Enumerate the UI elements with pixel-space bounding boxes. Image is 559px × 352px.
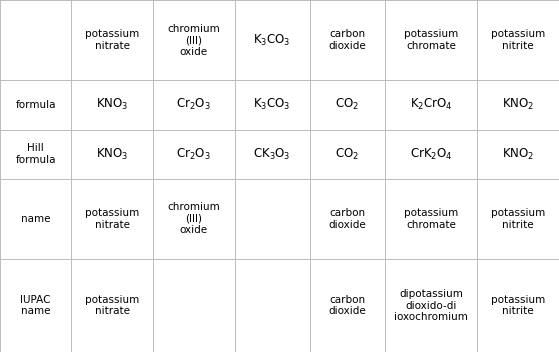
Text: IUPAC
name: IUPAC name bbox=[20, 295, 51, 316]
Text: potassium
chromate: potassium chromate bbox=[404, 208, 458, 230]
Text: Hill
formula: Hill formula bbox=[15, 143, 56, 165]
Text: carbon
dioxide: carbon dioxide bbox=[329, 295, 366, 316]
Text: potassium
nitrite: potassium nitrite bbox=[491, 208, 545, 230]
Text: name: name bbox=[21, 214, 50, 224]
Text: $\mathregular{K_3CO_3}$: $\mathregular{K_3CO_3}$ bbox=[253, 33, 291, 48]
Text: $\mathregular{KNO_3}$: $\mathregular{KNO_3}$ bbox=[96, 146, 128, 162]
Text: $\mathregular{K_3CO_3}$: $\mathregular{K_3CO_3}$ bbox=[253, 98, 291, 113]
Text: $\mathregular{CO_2}$: $\mathregular{CO_2}$ bbox=[335, 98, 359, 113]
Text: $\mathregular{CO_2}$: $\mathregular{CO_2}$ bbox=[335, 146, 359, 162]
Text: carbon
dioxide: carbon dioxide bbox=[329, 29, 366, 51]
Text: potassium
nitrite: potassium nitrite bbox=[491, 29, 545, 51]
Text: $\mathregular{Cr_2O_3}$: $\mathregular{Cr_2O_3}$ bbox=[177, 146, 211, 162]
Text: $\mathregular{Cr_2O_3}$: $\mathregular{Cr_2O_3}$ bbox=[177, 98, 211, 113]
Text: chromium
(III)
oxide: chromium (III) oxide bbox=[167, 202, 220, 235]
Text: dipotassium
dioxido-di
ioxochromium: dipotassium dioxido-di ioxochromium bbox=[394, 289, 468, 322]
Text: potassium
chromate: potassium chromate bbox=[404, 29, 458, 51]
Text: $\mathregular{KNO_2}$: $\mathregular{KNO_2}$ bbox=[502, 146, 534, 162]
Text: chromium
(III)
oxide: chromium (III) oxide bbox=[167, 24, 220, 57]
Text: $\mathregular{KNO_3}$: $\mathregular{KNO_3}$ bbox=[96, 98, 128, 113]
Text: carbon
dioxide: carbon dioxide bbox=[329, 208, 366, 230]
Text: $\mathregular{CK_3O_3}$: $\mathregular{CK_3O_3}$ bbox=[253, 146, 291, 162]
Text: $\mathregular{KNO_2}$: $\mathregular{KNO_2}$ bbox=[502, 98, 534, 113]
Text: potassium
nitrate: potassium nitrate bbox=[85, 29, 139, 51]
Text: formula: formula bbox=[15, 100, 56, 110]
Text: $\mathregular{K_2CrO_4}$: $\mathregular{K_2CrO_4}$ bbox=[410, 98, 452, 113]
Text: potassium
nitrite: potassium nitrite bbox=[491, 295, 545, 316]
Text: potassium
nitrate: potassium nitrate bbox=[85, 208, 139, 230]
Text: $\mathregular{CrK_2O_4}$: $\mathregular{CrK_2O_4}$ bbox=[410, 146, 452, 162]
Text: potassium
nitrate: potassium nitrate bbox=[85, 295, 139, 316]
